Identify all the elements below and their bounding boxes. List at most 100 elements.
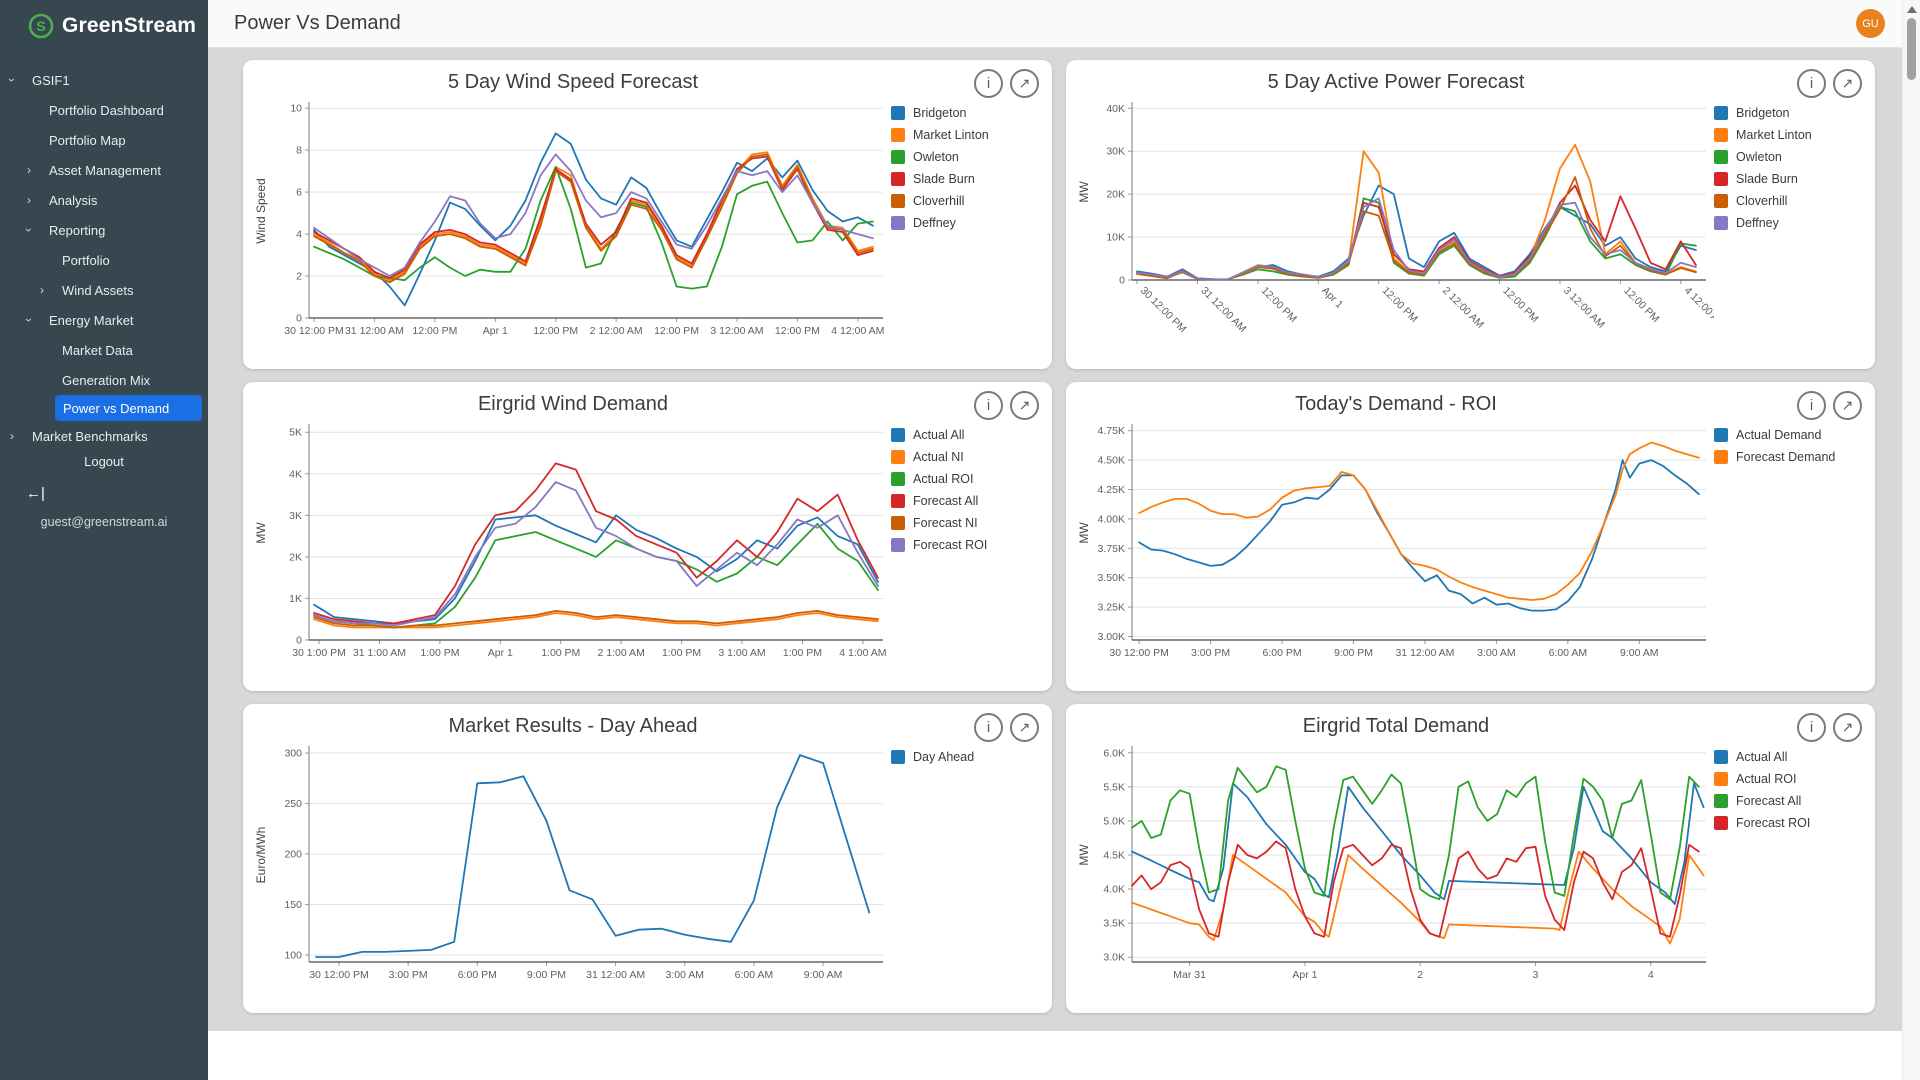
expand-icon[interactable]: ↗ bbox=[1833, 713, 1862, 742]
info-icon[interactable]: i bbox=[974, 69, 1003, 98]
legend-item-deffney[interactable]: Deffney bbox=[1714, 216, 1864, 230]
legend-item-day-ahead[interactable]: Day Ahead bbox=[891, 750, 1041, 764]
main-content: i ↗ 5 Day Wind Speed Forecast 0 2 4 6 8 10 30 12:… bbox=[208, 48, 1903, 1031]
chart-title: Eirgrid Total Demand bbox=[1302, 715, 1490, 737]
legend-item-actual-demand[interactable]: Actual Demand bbox=[1714, 428, 1864, 442]
vertical-scrollbar[interactable] bbox=[1902, 0, 1920, 1080]
chart-canvas-market-results-day-ahead[interactable]: 100 150 200 250 300 30 12:00 PM 3:00 PM 6:00 PM… bbox=[251, 740, 891, 990]
scroll-up-arrow-icon[interactable] bbox=[1906, 6, 1917, 13]
expand-icon[interactable]: ↗ bbox=[1010, 69, 1039, 98]
chevron-down-icon[interactable] bbox=[10, 73, 32, 87]
info-icon[interactable]: i bbox=[1797, 391, 1826, 420]
logout-exit-icon[interactable]: ←| bbox=[26, 485, 45, 502]
chart-canvas-5-day-active-power-forecast[interactable]: 0 10K 20K 30K 40K 30 12:00 PM 31 12:00 AM 12:00… bbox=[1074, 96, 1714, 346]
info-icon[interactable]: i bbox=[1797, 713, 1826, 742]
chart-canvas-eirgrid-wind-demand[interactable]: 0 1K 2K 3K 4K 5K 30 1:00 PM 31 1:00 AM 1:00 PM Ap… bbox=[251, 418, 891, 668]
chevron-down-icon[interactable] bbox=[27, 313, 49, 327]
legend-item-actual-ni[interactable]: Actual NI bbox=[891, 450, 1041, 464]
chevron-right-icon[interactable] bbox=[27, 193, 49, 207]
sidebar-item-power-vs-demand[interactable]: Power vs Demand bbox=[55, 395, 202, 421]
sidebar-item-market-data[interactable]: Market Data bbox=[0, 335, 208, 365]
legend-item-owleton[interactable]: Owleton bbox=[891, 150, 1041, 164]
legend-swatch-icon bbox=[1714, 450, 1728, 464]
sidebar-item-label: Energy Market bbox=[49, 312, 134, 328]
chevron-right-icon[interactable] bbox=[27, 163, 49, 177]
legend-item-actual-roi[interactable]: Actual ROI bbox=[1714, 772, 1864, 786]
legend-swatch-icon bbox=[1714, 772, 1728, 786]
legend-item-deffney[interactable]: Deffney bbox=[891, 216, 1041, 230]
info-icon[interactable]: i bbox=[974, 713, 1003, 742]
legend-label: Cloverhill bbox=[913, 194, 965, 208]
user-email: guest@greenstream.ai bbox=[40, 515, 168, 529]
legend-item-cloverhill[interactable]: Cloverhill bbox=[891, 194, 1041, 208]
legend-label: Day Ahead bbox=[913, 750, 975, 764]
legend-item-actual-all[interactable]: Actual All bbox=[1714, 750, 1864, 764]
legend-item-actual-all[interactable]: Actual All bbox=[891, 428, 1041, 442]
svg-text:3:00 AM: 3:00 AM bbox=[1477, 647, 1516, 659]
sidebar-item-portfolio[interactable]: Portfolio bbox=[0, 245, 208, 275]
legend-item-forecast-all[interactable]: Forecast All bbox=[1714, 794, 1864, 808]
sidebar-item-market-benchmarks[interactable]: Market Benchmarks bbox=[0, 421, 208, 451]
legend-swatch-icon bbox=[891, 216, 905, 230]
svg-text:3:00 PM: 3:00 PM bbox=[1191, 647, 1230, 659]
svg-text:3 12:00 AM: 3 12:00 AM bbox=[710, 325, 763, 337]
chart-canvas-eirgrid-total-demand[interactable]: 3.0K 3.5K 4.0K 4.5K 5.0K 5.5K 6.0K Mar 31 Apr 1 2… bbox=[1074, 740, 1714, 990]
legend-item-forecast-ni[interactable]: Forecast NI bbox=[891, 516, 1041, 530]
sidebar-item-portfolio-dashboard[interactable]: Portfolio Dashboard bbox=[0, 95, 208, 125]
card-actions: i ↗ bbox=[974, 713, 1039, 742]
legend-item-forecast-roi[interactable]: Forecast ROI bbox=[1714, 816, 1864, 830]
legend-label: Actual All bbox=[913, 428, 965, 442]
legend-item-forecast-demand[interactable]: Forecast Demand bbox=[1714, 450, 1864, 464]
user-avatar[interactable]: GU bbox=[1856, 9, 1885, 38]
chart-body: 100 150 200 250 300 30 12:00 PM 3:00 PM 6:00 PM… bbox=[243, 738, 1052, 990]
svg-text:3.00K: 3.00K bbox=[1098, 631, 1125, 643]
brand-logo[interactable]: S GreenStream bbox=[0, 0, 208, 39]
info-icon[interactable]: i bbox=[974, 391, 1003, 420]
svg-text:1:00 PM: 1:00 PM bbox=[783, 647, 822, 659]
svg-text:2 1:00 AM: 2 1:00 AM bbox=[598, 647, 645, 659]
legend-item-bridgeton[interactable]: Bridgeton bbox=[1714, 106, 1864, 120]
legend-label: Actual All bbox=[1736, 750, 1788, 764]
legend-label: Forecast Demand bbox=[1736, 450, 1836, 464]
sidebar-item-wind-assets[interactable]: Wind Assets bbox=[0, 275, 208, 305]
legend-label: Cloverhill bbox=[1736, 194, 1788, 208]
svg-text:3K: 3K bbox=[289, 510, 302, 522]
sidebar-item-asset-management[interactable]: Asset Management bbox=[0, 155, 208, 185]
legend-item-forecast-roi[interactable]: Forecast ROI bbox=[891, 538, 1041, 552]
chevron-right-icon[interactable] bbox=[40, 283, 62, 297]
legend-item-market-linton[interactable]: Market Linton bbox=[891, 128, 1041, 142]
sidebar-item-generation-mix[interactable]: Generation Mix bbox=[0, 365, 208, 395]
expand-icon[interactable]: ↗ bbox=[1833, 69, 1862, 98]
svg-text:0: 0 bbox=[296, 635, 302, 647]
info-icon[interactable]: i bbox=[1797, 69, 1826, 98]
sidebar-item-energy-market[interactable]: Energy Market bbox=[0, 305, 208, 335]
legend-item-cloverhill[interactable]: Cloverhill bbox=[1714, 194, 1864, 208]
chevron-right-icon[interactable] bbox=[10, 429, 32, 443]
svg-text:4: 4 bbox=[296, 229, 302, 241]
legend-item-slade-burn[interactable]: Slade Burn bbox=[1714, 172, 1864, 186]
card-actions: i ↗ bbox=[1797, 391, 1862, 420]
expand-icon[interactable]: ↗ bbox=[1833, 391, 1862, 420]
legend-item-bridgeton[interactable]: Bridgeton bbox=[891, 106, 1041, 120]
chevron-down-icon[interactable] bbox=[27, 223, 49, 237]
legend-item-slade-burn[interactable]: Slade Burn bbox=[891, 172, 1041, 186]
sidebar-item-label: Generation Mix bbox=[62, 372, 151, 388]
sidebar-item-reporting[interactable]: Reporting bbox=[0, 215, 208, 245]
chart-legend: Day Ahead bbox=[891, 740, 1041, 990]
sidebar-item-gsif1[interactable]: GSIF1 bbox=[0, 65, 208, 95]
legend-item-market-linton[interactable]: Market Linton bbox=[1714, 128, 1864, 142]
sidebar-item-portfolio-map[interactable]: Portfolio Map bbox=[0, 125, 208, 155]
chart-canvas-today-s-demand-roi[interactable]: 3.00K 3.25K 3.50K 3.75K 4.00K 4.25K 4.50K 4.75K… bbox=[1074, 418, 1714, 668]
expand-icon[interactable]: ↗ bbox=[1010, 391, 1039, 420]
legend-label: Forecast ROI bbox=[913, 538, 988, 552]
legend-swatch-icon bbox=[1714, 816, 1728, 830]
legend-item-actual-roi[interactable]: Actual ROI bbox=[891, 472, 1041, 486]
legend-item-forecast-all[interactable]: Forecast All bbox=[891, 494, 1041, 508]
scrollbar-thumb[interactable] bbox=[1907, 18, 1916, 80]
sidebar-item-logout[interactable]: Logout bbox=[84, 454, 124, 469]
sidebar-item-analysis[interactable]: Analysis bbox=[0, 185, 208, 215]
legend-item-owleton[interactable]: Owleton bbox=[1714, 150, 1864, 164]
chart-canvas-5-day-wind-speed-forecast[interactable]: 0 2 4 6 8 10 30 12:00 PM 31 12:00 AM 12:00 PM Apr… bbox=[251, 96, 891, 346]
expand-icon[interactable]: ↗ bbox=[1010, 713, 1039, 742]
svg-text:30 12:00 PM: 30 12:00 PM bbox=[1109, 647, 1169, 659]
